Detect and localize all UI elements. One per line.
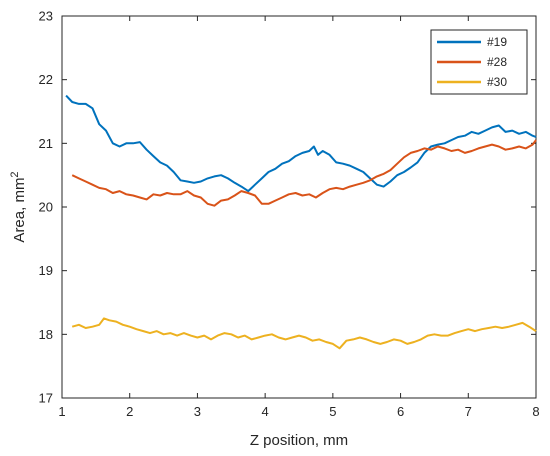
x-tick-label: 2 — [126, 404, 133, 419]
x-tick-label: 3 — [194, 404, 201, 419]
y-tick-label: 21 — [39, 136, 53, 151]
x-tick-label: 8 — [532, 404, 539, 419]
y-axis-label-superscript: 2 — [9, 171, 21, 177]
x-tick-label: 4 — [262, 404, 269, 419]
x-axis-label: Z position, mm — [250, 432, 348, 449]
x-tick-label: 5 — [329, 404, 336, 419]
y-tick-label: 23 — [39, 9, 53, 24]
y-axis-label-base: Area, mm — [11, 178, 28, 243]
x-tick-label: 7 — [465, 404, 472, 419]
series-line-3 — [71, 317, 537, 350]
legend: #19 #28 #30 — [430, 29, 528, 95]
legend-label-2: #28 — [487, 55, 507, 69]
y-axis-label: Area, mm2 — [9, 171, 28, 242]
y-tick-label: 20 — [39, 200, 53, 215]
y-tick-label: 18 — [39, 327, 53, 342]
y-tick-label: 17 — [39, 391, 53, 406]
y-axis-ticks: 17 18 19 20 21 22 23 — [39, 9, 536, 406]
series-line-1 — [65, 94, 537, 193]
x-axis-ticks: 1 2 3 4 5 6 7 8 — [58, 16, 540, 419]
series-line-2 — [71, 139, 537, 207]
legend-label-1: #19 — [487, 35, 507, 49]
y-tick-label: 22 — [39, 72, 53, 87]
legend-label-3: #30 — [487, 75, 507, 89]
x-tick-label: 6 — [397, 404, 404, 419]
x-tick-label: 1 — [58, 404, 65, 419]
y-tick-label: 19 — [39, 263, 53, 278]
series-layer — [65, 94, 537, 350]
